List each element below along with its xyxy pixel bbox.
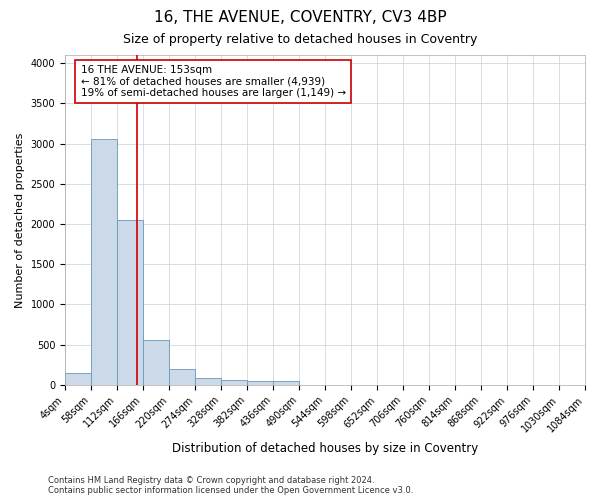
Bar <box>195 378 221 385</box>
Bar <box>221 380 247 385</box>
Bar <box>273 381 299 385</box>
Bar <box>247 381 273 385</box>
Y-axis label: Number of detached properties: Number of detached properties <box>15 132 25 308</box>
Text: Contains HM Land Registry data © Crown copyright and database right 2024.
Contai: Contains HM Land Registry data © Crown c… <box>48 476 413 495</box>
Bar <box>143 340 169 385</box>
Bar <box>91 140 117 385</box>
Bar <box>169 369 195 385</box>
Bar <box>117 220 143 385</box>
X-axis label: Distribution of detached houses by size in Coventry: Distribution of detached houses by size … <box>172 442 478 455</box>
Bar <box>65 373 91 385</box>
Text: 16 THE AVENUE: 153sqm
← 81% of detached houses are smaller (4,939)
19% of semi-d: 16 THE AVENUE: 153sqm ← 81% of detached … <box>80 65 346 98</box>
Text: Size of property relative to detached houses in Coventry: Size of property relative to detached ho… <box>123 32 477 46</box>
Text: 16, THE AVENUE, COVENTRY, CV3 4BP: 16, THE AVENUE, COVENTRY, CV3 4BP <box>154 10 446 25</box>
